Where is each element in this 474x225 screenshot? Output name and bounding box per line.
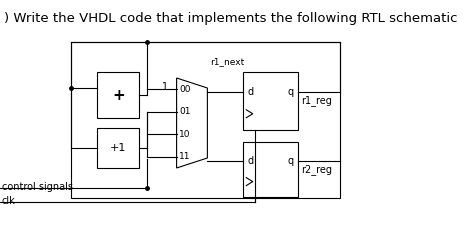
Text: 00: 00 — [179, 85, 191, 94]
Text: ) Write the VHDL code that implements the following RTL schematic: ) Write the VHDL code that implements th… — [4, 12, 457, 25]
Text: r1_reg: r1_reg — [301, 96, 332, 106]
Text: 11: 11 — [179, 152, 191, 161]
Text: r1_next: r1_next — [210, 57, 245, 66]
Bar — [71, 42, 340, 198]
Text: d: d — [247, 87, 253, 97]
Bar — [97, 72, 139, 118]
Text: q: q — [288, 87, 294, 97]
Text: d: d — [247, 156, 253, 166]
Text: 10: 10 — [179, 130, 191, 139]
Text: 1: 1 — [162, 82, 168, 92]
Bar — [243, 142, 298, 197]
Bar — [243, 72, 298, 130]
Text: +1: +1 — [110, 143, 127, 153]
Text: 01: 01 — [179, 107, 191, 116]
Text: r2_reg: r2_reg — [301, 164, 332, 175]
Bar — [97, 128, 139, 168]
Text: clk: clk — [1, 196, 15, 206]
Text: control signals: control signals — [1, 182, 73, 192]
Text: q: q — [288, 156, 294, 166]
Text: +: + — [112, 88, 125, 103]
Polygon shape — [177, 78, 208, 168]
